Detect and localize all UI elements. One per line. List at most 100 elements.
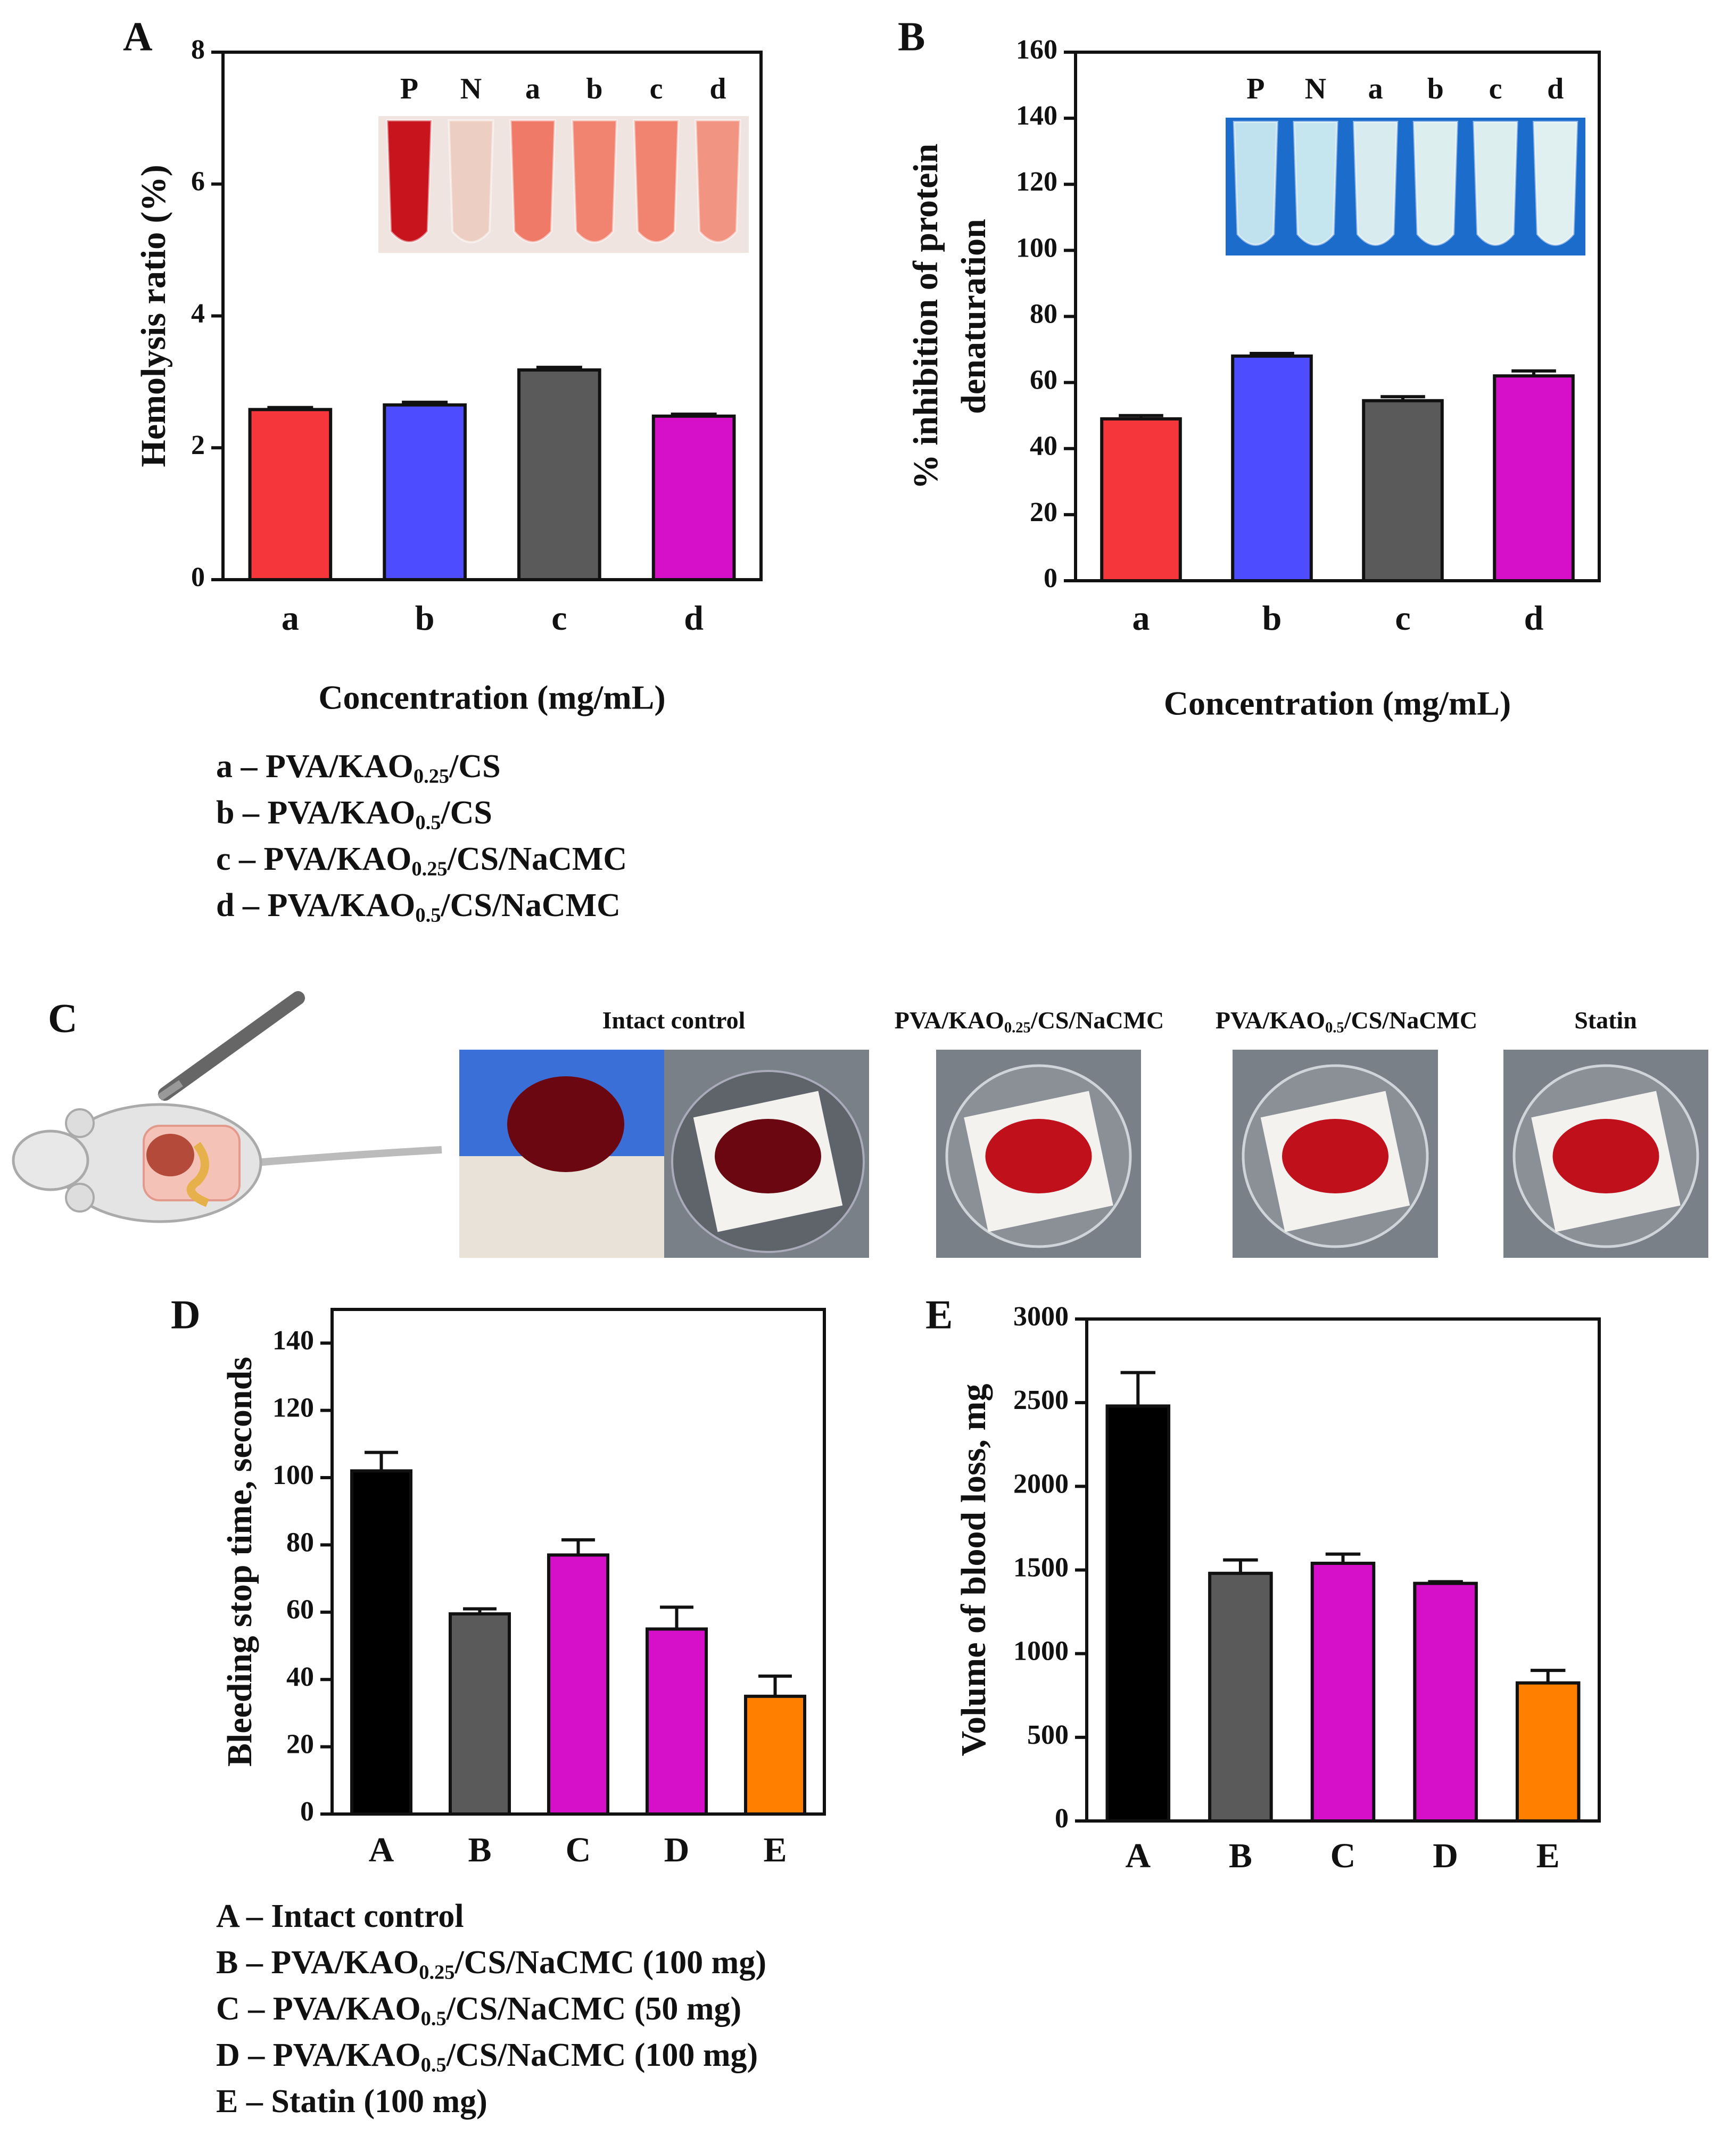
plot-frame [330, 1308, 826, 1816]
inset-label: a [525, 72, 540, 105]
inset-label: d [709, 72, 726, 105]
y-tick-label: 160 [1016, 35, 1057, 65]
x-tick-label: a [1132, 599, 1150, 638]
bar [1100, 417, 1182, 582]
y-axis-label: Bleeding stop time, seconds [220, 1357, 259, 1767]
text-part: 0.25 [1004, 1019, 1031, 1036]
bar [744, 1694, 806, 1816]
inset-photo [1226, 118, 1585, 255]
bar [1310, 1561, 1376, 1823]
inset-label: d [1547, 72, 1564, 105]
tube [1473, 121, 1518, 246]
panel-letter: A [123, 14, 153, 60]
legend-item: D – PVA/KAO0.5/CS/NaCMC (100 mg) [216, 2037, 758, 2076]
bar [517, 368, 601, 581]
y-tick-label: 140 [272, 1325, 314, 1356]
text-part: 0.5 [415, 904, 441, 926]
blood [1282, 1119, 1388, 1193]
y-tick-label: 100 [272, 1460, 314, 1490]
y-tick-label: 2 [191, 430, 205, 460]
y-tick-label: 1000 [1013, 1636, 1069, 1667]
text-part: /CS/NaCMC (100 mg) [446, 2037, 758, 2073]
blood [507, 1076, 624, 1172]
tube [448, 119, 494, 243]
text-part: Intact control [602, 1007, 746, 1034]
text-part: PVA/KAO [895, 1007, 1004, 1034]
x-tick-label: E [763, 1831, 787, 1869]
tube [386, 119, 433, 243]
inset-label: N [1305, 72, 1326, 105]
panel-letter: D [171, 1292, 201, 1338]
bar [350, 1469, 412, 1816]
legend-item: d – PVA/KAO0.5/CS/NaCMC [216, 887, 621, 926]
bar [646, 1627, 708, 1816]
text-part: A – Intact control [216, 1898, 464, 1934]
y-axis-label: % inhibition of protein [906, 144, 945, 490]
inset-label: a [1368, 72, 1383, 105]
text-part: 0.5 [421, 2054, 447, 2076]
inset-label: N [460, 72, 482, 105]
y-tick-label: 80 [1030, 299, 1057, 329]
y-tick-label: 0 [1044, 563, 1057, 594]
bar [248, 408, 333, 582]
text-part: E – Statin (100 mg) [216, 2083, 487, 2120]
inset-label: P [400, 72, 418, 105]
x-axis-label: Concentration (mg/mL) [1164, 685, 1511, 722]
text-part: /CS/NaCMC (50 mg) [446, 1991, 742, 2027]
inset-label: b [586, 72, 602, 105]
x-tick-label: A [1125, 1836, 1151, 1875]
y-tick-label: 500 [1027, 1720, 1069, 1750]
text-part: D – PVA/KAO [216, 2037, 421, 2073]
photo-label: PVA/KAO0.25/CS/NaCMC [895, 1007, 1164, 1036]
text-part: B – PVA/KAO [216, 1944, 419, 1981]
plot-frame [1085, 1317, 1601, 1823]
y-tick-label: 60 [1030, 365, 1057, 395]
text-part: d – PVA/KAO [216, 887, 415, 924]
text-part: /CS [449, 748, 500, 785]
bar [1493, 374, 1575, 583]
legend-item: b – PVA/KAO0.5/CS [216, 795, 492, 834]
y-tick-label: 20 [1030, 497, 1057, 527]
y-tick-label: 6 [191, 167, 205, 197]
inset-label: c [1489, 72, 1502, 105]
x-tick-label: A [369, 1831, 394, 1869]
text-part: 0.5 [421, 2007, 447, 2030]
tube [1412, 121, 1458, 246]
text-part: /CS/NaCMC [447, 841, 627, 877]
blood [1552, 1119, 1659, 1193]
bar [1208, 1571, 1273, 1823]
y-axis-label: Volume of blood loss, mg [954, 1384, 993, 1757]
y-tick-label: 2000 [1013, 1469, 1069, 1499]
tube [1353, 121, 1399, 246]
y-tick-label: 40 [286, 1662, 314, 1692]
mouse-illustration [12, 991, 442, 1223]
x-tick-label: B [1229, 1836, 1252, 1875]
bar [547, 1553, 609, 1816]
y-tick-label: 4 [191, 298, 205, 328]
y-tick-label: 2500 [1013, 1385, 1069, 1415]
inset-label: b [1427, 72, 1444, 105]
x-axis-label: Concentration (mg/mL) [318, 679, 665, 716]
text-part: 0.5 [1325, 1019, 1344, 1036]
tube [633, 119, 680, 243]
x-tick-label: c [1395, 599, 1410, 638]
text-part: /CS/NaCMC (100 mg) [454, 1944, 766, 1981]
legend-item: E – Statin (100 mg) [216, 2083, 487, 2120]
y-axis-label: Hemolysis ratio (%) [134, 164, 173, 467]
legend-item: B – PVA/KAO0.25/CS/NaCMC (100 mg) [216, 1944, 766, 1983]
x-tick-label: D [1433, 1836, 1458, 1875]
text-part: a – PVA/KAO [216, 748, 414, 785]
tube [571, 119, 618, 243]
panel-letter: E [925, 1292, 953, 1338]
y-tick-label: 3000 [1013, 1301, 1069, 1332]
blood [985, 1119, 1092, 1193]
y-tick-label: 1500 [1013, 1552, 1069, 1582]
x-tick-label: b [1262, 599, 1282, 638]
y-tick-label: 120 [272, 1393, 314, 1423]
y-tick-label: 80 [286, 1527, 314, 1557]
text-part: c – PVA/KAO [216, 841, 411, 877]
text-part: /CS/NaCMC [440, 887, 621, 924]
photo-label: PVA/KAO0.5/CS/NaCMC [1216, 1007, 1477, 1036]
y-tick-label: 140 [1016, 101, 1057, 131]
tube [1233, 121, 1278, 246]
